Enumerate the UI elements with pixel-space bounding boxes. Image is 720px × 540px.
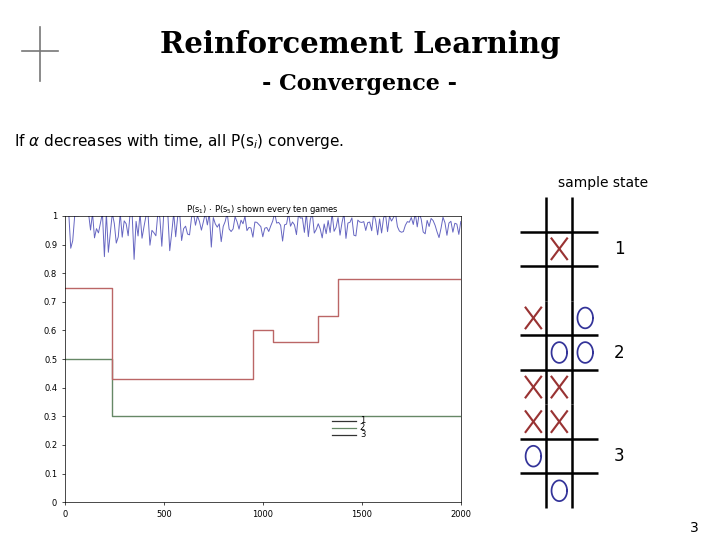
Text: 3: 3	[360, 430, 365, 440]
Text: - Convergence -: - Convergence -	[263, 73, 457, 95]
Text: 2: 2	[613, 343, 624, 361]
Text: 1: 1	[613, 240, 624, 258]
Text: Reinforcement Learning: Reinforcement Learning	[160, 30, 560, 59]
Text: 2: 2	[360, 423, 365, 433]
Title: P(s$_1$) $\cdot$ P(s$_5$) shown every ten games: P(s$_1$) $\cdot$ P(s$_5$) shown every te…	[186, 203, 339, 216]
Text: 3: 3	[613, 447, 624, 465]
Text: If $\alpha$ decreases with time, all P(s$_i$) converge.: If $\alpha$ decreases with time, all P(s…	[14, 132, 344, 151]
Text: 1: 1	[360, 416, 365, 425]
Text: sample state: sample state	[558, 176, 649, 190]
Text: 3: 3	[690, 521, 698, 535]
